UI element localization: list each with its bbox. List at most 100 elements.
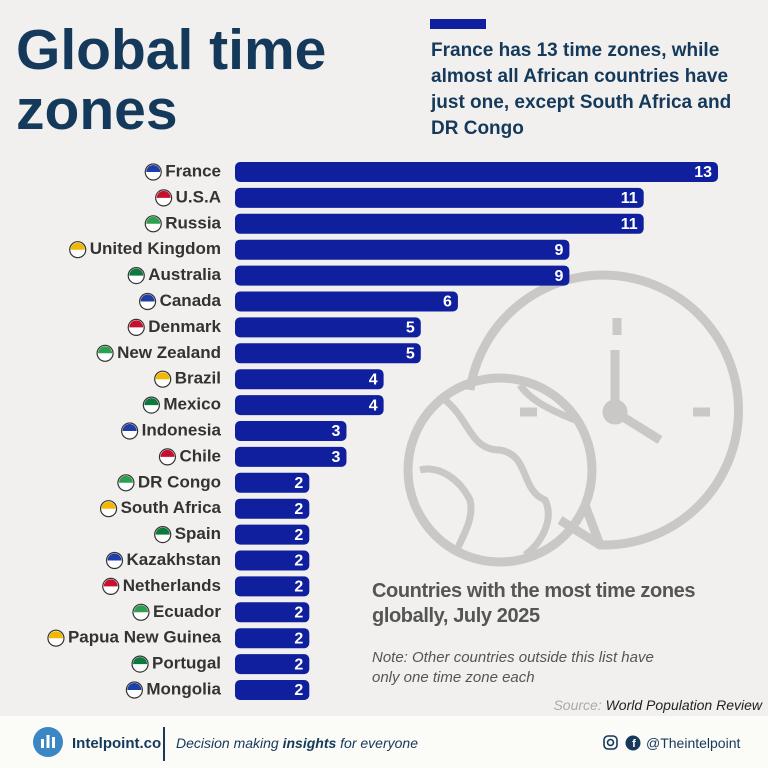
brand[interactable]: Intelpoint.co	[72, 735, 162, 752]
tagline: Decision making insights for everyone	[176, 735, 418, 751]
value-label: 3	[332, 449, 341, 466]
value-label: 9	[554, 268, 563, 285]
tagline-text: Decision making	[176, 735, 279, 751]
category-label: Russia	[165, 213, 221, 232]
bar	[235, 395, 384, 416]
category-label: Denmark	[148, 317, 221, 336]
category-label: Indonesia	[142, 420, 222, 439]
value-label: 2	[294, 527, 303, 544]
logo	[33, 727, 63, 757]
category-label: Papua New Guinea	[68, 628, 222, 647]
flag-icon	[133, 605, 148, 613]
tagline-text: for everyone	[340, 735, 418, 751]
value-label: 13	[694, 164, 712, 181]
category-label: Chile	[179, 446, 221, 465]
flag-icon	[129, 320, 144, 328]
value-label: 2	[294, 501, 303, 518]
chart-title: Countries with the most time zones globa…	[372, 580, 696, 627]
flag-icon	[155, 527, 170, 535]
bar	[235, 472, 310, 493]
category-label: Mexico	[163, 395, 221, 414]
bar	[235, 317, 421, 338]
bar	[235, 265, 570, 286]
bar	[235, 239, 570, 260]
value-label: 3	[332, 423, 341, 440]
flag-icon	[133, 657, 148, 665]
value-label: 2	[294, 605, 303, 622]
bar	[235, 524, 310, 545]
svg-text:f: f	[632, 738, 636, 750]
category-label: Netherlands	[123, 576, 221, 595]
flag-icon	[155, 372, 170, 380]
social-icons[interactable]: f	[603, 735, 643, 751]
flag-icon	[144, 398, 159, 406]
illustration	[403, 270, 743, 567]
source-label: Source:	[553, 697, 602, 713]
flag-icon	[127, 683, 142, 690]
flag-icon	[156, 190, 171, 198]
flag-icon	[146, 165, 161, 172]
category-label: New Zealand	[117, 343, 221, 362]
title: Global time zones	[16, 18, 327, 142]
subtitle: France has 13 time zones, while almost a…	[431, 40, 732, 139]
bar	[235, 498, 310, 519]
bar	[235, 446, 347, 467]
category-label: South Africa	[121, 498, 222, 517]
flag-icon	[70, 242, 85, 250]
bar	[235, 187, 644, 208]
value-label: 2	[294, 682, 303, 699]
flag-icon	[122, 424, 137, 431]
social-handle[interactable]: @Theintelpoint	[646, 735, 741, 751]
category-label: Australia	[148, 265, 221, 284]
bar	[235, 654, 310, 675]
bar	[235, 550, 310, 571]
value-label: 2	[294, 579, 303, 596]
category-label: Brazil	[175, 369, 221, 388]
bar	[235, 291, 458, 312]
accent-bar	[430, 19, 486, 29]
category-label: DR Congo	[138, 472, 221, 491]
flag-icon	[160, 449, 175, 457]
flag-icon	[103, 579, 118, 587]
flag-icon	[118, 475, 133, 483]
value-label: 11	[621, 190, 638, 207]
flag-icon	[107, 553, 122, 561]
separator	[163, 727, 165, 761]
flag-icon	[140, 294, 155, 302]
category-label: Kazakhstan	[127, 550, 221, 569]
value-label: 11	[621, 216, 638, 233]
category-label: Portugal	[152, 654, 221, 673]
category-label: Spain	[175, 524, 221, 543]
value-label: 2	[294, 475, 303, 492]
source-name: World Population Review	[605, 697, 762, 713]
bar	[235, 421, 347, 441]
flag-icon	[129, 268, 144, 276]
bar	[235, 576, 310, 597]
value-label: 4	[369, 371, 378, 388]
tagline-emphasis: insights	[282, 735, 337, 751]
value-label: 5	[406, 320, 415, 337]
value-label: 5	[406, 346, 415, 363]
note: Note: Other countries outside this list …	[372, 649, 654, 686]
bar	[235, 602, 310, 623]
bar	[235, 628, 310, 649]
source: Source: World Population Review	[553, 697, 762, 713]
chart: France 13 U.S.A 11 Russia 11 United Kingdom 9 Au…	[47, 161, 743, 700]
value-label: 9	[554, 242, 563, 259]
bar	[235, 213, 644, 234]
category-label: Canada	[160, 291, 222, 310]
flag-icon	[48, 631, 63, 639]
value-label: 2	[294, 553, 303, 570]
bar	[235, 369, 384, 390]
value-label: 2	[294, 656, 303, 673]
value-label: 6	[443, 294, 452, 311]
flag-icon	[146, 216, 161, 224]
category-label: Mongolia	[146, 679, 221, 698]
value-label: 2	[294, 630, 303, 647]
value-label: 4	[369, 397, 378, 414]
flag-icon	[98, 346, 113, 354]
category-label: Ecuador	[153, 602, 221, 621]
bar	[235, 680, 310, 700]
category-label: United Kingdom	[90, 239, 221, 258]
